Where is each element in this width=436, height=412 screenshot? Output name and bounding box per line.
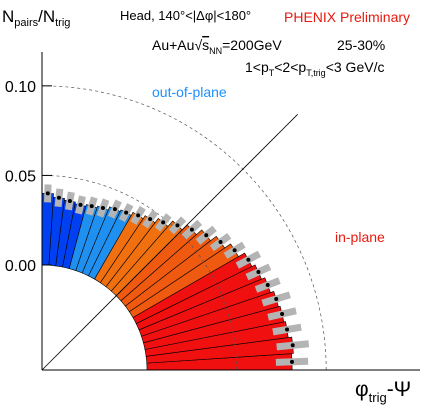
wedge (141, 290, 279, 344)
data-point (232, 248, 237, 253)
wedge (88, 209, 132, 280)
wedge (105, 218, 169, 292)
data-point (148, 217, 153, 222)
data-point (136, 213, 141, 218)
annotation: out-of-plane (152, 84, 227, 100)
wedge (81, 206, 121, 277)
data-point (189, 227, 194, 232)
pt-label: 1<pT<2<pT,trig<3 GeV/c (245, 59, 384, 78)
wedge (144, 321, 289, 357)
wedge (132, 252, 253, 324)
wedge (110, 220, 183, 297)
wedge (145, 336, 294, 364)
data-point (161, 220, 166, 225)
data-point (78, 202, 83, 207)
wedge (99, 215, 156, 288)
chart-subtitle: PHENIX Preliminary (284, 9, 410, 25)
wedge (68, 204, 98, 271)
data-point (100, 206, 105, 211)
wedge (124, 235, 226, 313)
data-point (274, 296, 279, 301)
y-axis-label: Npairs/Ntrig (2, 7, 70, 29)
diagonal (41, 114, 298, 371)
data-point (112, 207, 117, 212)
system-label: Au+Au√sNN=200GeV (152, 37, 282, 56)
wedge (135, 264, 262, 331)
data-point (265, 283, 270, 288)
centrality-label: 25-30% (337, 37, 385, 53)
chart-title: Head, 140°<|Δφ|<180° (120, 8, 251, 23)
wedge (120, 229, 212, 307)
wedge (128, 243, 239, 318)
data-point (280, 312, 285, 317)
data-point (67, 198, 72, 203)
x-axis-label: φtrig-Ψ (355, 378, 411, 405)
data-point (56, 195, 61, 200)
data-point (175, 223, 180, 228)
wedge (138, 277, 271, 337)
data-point (289, 359, 294, 364)
y-tick-label: 0.05 (5, 168, 36, 185)
data-point (45, 191, 50, 196)
data-point (89, 204, 94, 209)
data-point (124, 210, 129, 215)
annotation: in-plane (335, 229, 385, 245)
wedge (75, 205, 109, 274)
data-point (290, 343, 295, 348)
data-point (285, 327, 290, 332)
data-point (204, 233, 209, 238)
data-point (218, 240, 223, 245)
wedge (143, 305, 285, 350)
y-tick-label: 0.10 (5, 79, 36, 96)
data-point (246, 257, 251, 262)
y-tick-label: 0.00 (5, 258, 36, 275)
data-point (256, 269, 261, 274)
wedge (94, 211, 144, 284)
